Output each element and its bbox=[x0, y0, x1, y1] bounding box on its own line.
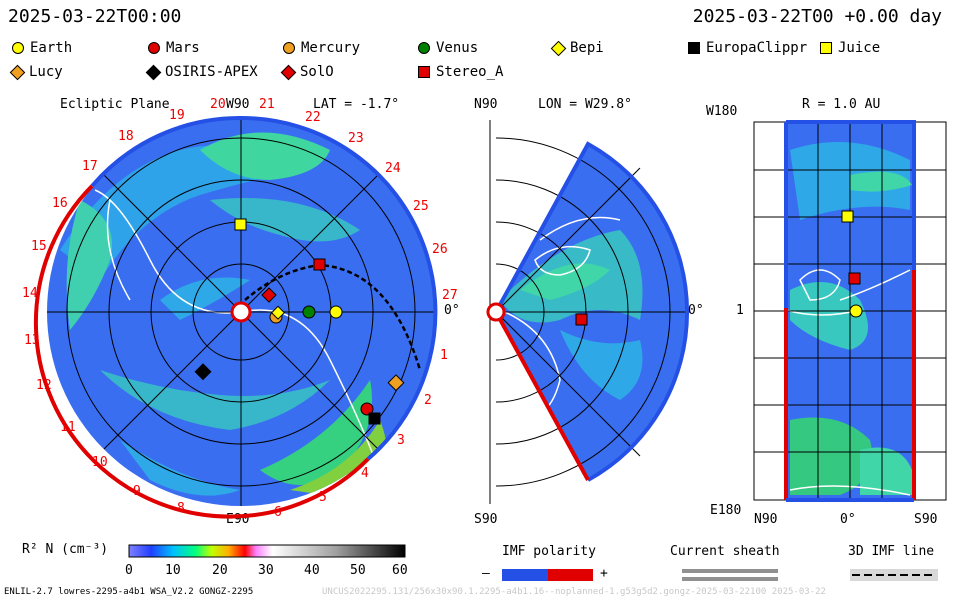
mercury-icon bbox=[283, 42, 295, 54]
mars-marker bbox=[360, 402, 374, 416]
solo-marker bbox=[261, 287, 277, 303]
bepi-marker bbox=[270, 305, 286, 320]
colorbar-tick-60: 60 bbox=[392, 563, 408, 578]
sector-21: 21 bbox=[259, 97, 275, 112]
legend-mars: Mars bbox=[148, 40, 200, 56]
sector-8: 8 bbox=[177, 501, 185, 516]
sector-15: 15 bbox=[31, 239, 47, 254]
colorbar bbox=[128, 544, 406, 558]
sector-13: 13 bbox=[24, 333, 40, 348]
legend-solo: SolO bbox=[280, 64, 334, 80]
sector-14: 14 bbox=[22, 286, 38, 301]
imf-polarity-label: IMF polarity bbox=[502, 544, 596, 559]
sector-17: 17 bbox=[82, 159, 98, 174]
current-sheath-label: Current sheath bbox=[670, 544, 780, 559]
meridional-right-label: 0° bbox=[688, 303, 704, 318]
meridional-bottom-label: S90 bbox=[474, 512, 498, 527]
meridional-stereo-a-marker bbox=[575, 313, 588, 326]
radial-mid-left: 1 bbox=[736, 303, 744, 318]
sector-9: 9 bbox=[133, 484, 141, 499]
osiris-marker bbox=[194, 363, 212, 381]
sector-6: 6 bbox=[274, 505, 282, 520]
imf-plus-label: + bbox=[600, 566, 608, 581]
legend-juice: Juice bbox=[820, 40, 880, 56]
sector-23: 23 bbox=[348, 131, 364, 146]
radial-bottom-left: E180 bbox=[710, 503, 742, 518]
radial-stereo-a-marker bbox=[848, 272, 861, 285]
sector-27: 27 bbox=[442, 288, 458, 303]
legend-lucy: Lucy bbox=[9, 64, 63, 80]
legend-osiris: OSIRIS-APEX bbox=[145, 64, 258, 80]
imf-positive-bar bbox=[548, 569, 593, 581]
europaclipper-marker bbox=[368, 412, 381, 425]
imf3d-label: 3D IMF line bbox=[848, 544, 935, 559]
colorbar-tick-20: 20 bbox=[212, 563, 228, 578]
radial-earth-marker bbox=[849, 304, 863, 318]
meridional-top-label: N90 bbox=[474, 97, 498, 112]
sector-22: 22 bbox=[305, 110, 321, 125]
ecliptic-density-map bbox=[33, 115, 438, 519]
europaclipper-icon bbox=[688, 42, 700, 54]
sector-10: 10 bbox=[92, 455, 108, 470]
sector-18: 18 bbox=[118, 129, 134, 144]
legend-mercury: Mercury bbox=[283, 40, 360, 56]
venus-icon bbox=[418, 42, 430, 54]
sector-24: 24 bbox=[385, 161, 401, 176]
radial-bottom-n90: N90 bbox=[754, 512, 778, 527]
legend-stereo-a: Stereo_A bbox=[418, 64, 503, 80]
ecliptic-right-label: 0° bbox=[444, 303, 460, 318]
legend-earth: Earth bbox=[12, 40, 72, 56]
sector-2: 2 bbox=[424, 393, 432, 408]
legend-venus: Venus bbox=[418, 40, 478, 56]
juice-marker bbox=[234, 218, 247, 231]
header-left-time: 2025-03-22T00:00 bbox=[8, 6, 182, 27]
sector-20: 20 bbox=[210, 97, 226, 112]
current-sheath-line-2 bbox=[682, 577, 778, 581]
sector-5: 5 bbox=[319, 490, 327, 505]
radial-bottom-s90: S90 bbox=[914, 512, 938, 527]
sector-19: 19 bbox=[169, 108, 185, 123]
footer-model-info: ENLIL-2.7 lowres-2295-a4b1 WSA_V2.2 GONG… bbox=[4, 587, 254, 597]
current-sheath-line-1 bbox=[682, 569, 778, 573]
earth-marker bbox=[329, 305, 343, 319]
legend-europaclipper: EuropaClippr bbox=[688, 40, 807, 56]
meridional-plot bbox=[486, 120, 690, 504]
ecliptic-lat: LAT = -1.7° bbox=[313, 97, 400, 112]
footer-run-id: UNCUS2022295.131/256x30x90.1.2295-a4b1.1… bbox=[322, 587, 826, 597]
stereo-a-icon bbox=[418, 66, 430, 78]
colorbar-tick-50: 50 bbox=[350, 563, 366, 578]
colorbar-tick-10: 10 bbox=[165, 563, 181, 578]
legend-bepi: Bepi bbox=[550, 40, 604, 56]
sector-16: 16 bbox=[52, 196, 68, 211]
colorbar-tick-40: 40 bbox=[304, 563, 320, 578]
sector-26: 26 bbox=[432, 242, 448, 257]
radial-shell-plot bbox=[753, 120, 947, 502]
sector-3: 3 bbox=[397, 433, 405, 448]
header-right-time: 2025-03-22T00 +0.00 day bbox=[692, 6, 942, 27]
earth-icon bbox=[12, 42, 24, 54]
meridional-lon: LON = W29.8° bbox=[538, 97, 632, 112]
sector-4: 4 bbox=[361, 466, 369, 481]
imf-minus-label: – bbox=[482, 566, 490, 581]
ecliptic-top-label: W90 bbox=[226, 97, 250, 112]
sector-11: 11 bbox=[60, 420, 76, 435]
colorbar-tick-0: 0 bbox=[125, 563, 133, 578]
sector-1: 1 bbox=[440, 348, 448, 363]
juice-icon bbox=[820, 42, 832, 54]
sector-12: 12 bbox=[36, 378, 52, 393]
radial-title: R = 1.0 AU bbox=[802, 97, 881, 112]
lucy-marker bbox=[387, 374, 405, 392]
radial-juice-marker bbox=[841, 210, 854, 223]
imf-negative-bar bbox=[502, 569, 548, 581]
radial-top-left: W180 bbox=[706, 104, 738, 119]
venus-marker bbox=[302, 305, 316, 319]
ecliptic-title: Ecliptic Plane bbox=[60, 97, 170, 112]
colorbar-label: R² N (cm⁻³) bbox=[22, 542, 109, 557]
mars-icon bbox=[148, 42, 160, 54]
stereo-a-marker bbox=[313, 258, 326, 271]
radial-bottom-0: 0° bbox=[840, 512, 856, 527]
colorbar-tick-30: 30 bbox=[258, 563, 274, 578]
sector-25: 25 bbox=[413, 199, 429, 214]
